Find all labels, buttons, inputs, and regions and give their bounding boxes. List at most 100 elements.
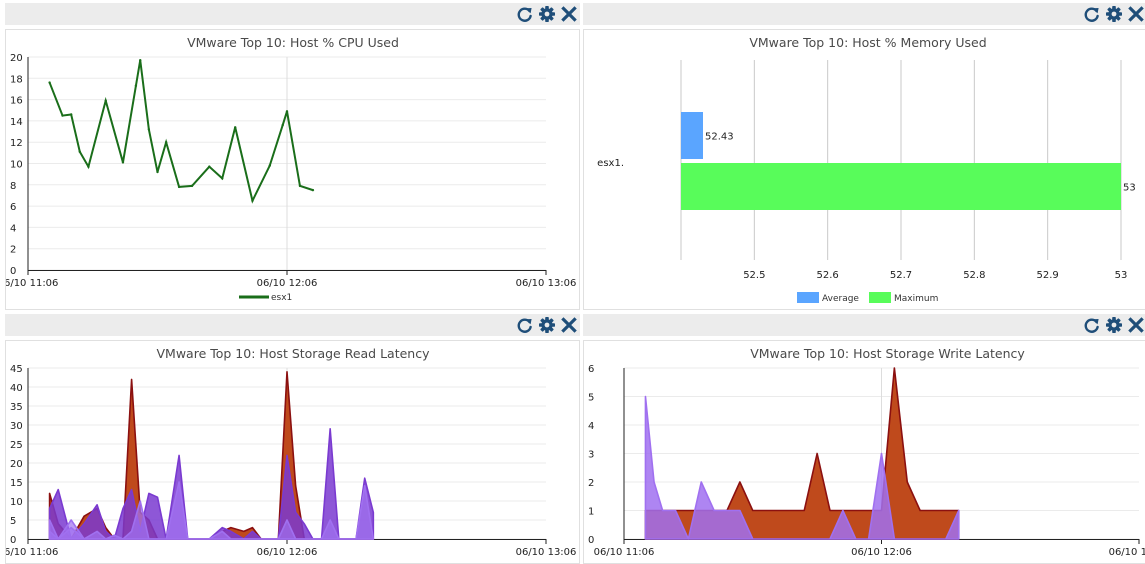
read-latency-panel: VMware Top 10: Host Storage Read Latency… xyxy=(5,314,580,564)
refresh-icon[interactable] xyxy=(516,5,534,23)
x-tick-label: 52.5 xyxy=(743,270,765,281)
y-tick-label: 6 xyxy=(588,364,594,375)
y-tick-label: 3 xyxy=(588,450,594,461)
x-tick-label: 06/10 12:06 xyxy=(257,278,318,289)
data-point xyxy=(190,184,194,188)
memory-panel-tools xyxy=(1083,5,1145,23)
chart-title: VMware Top 10: Host % CPU Used xyxy=(187,35,399,50)
x-tick-label: 06/10 11:06 xyxy=(6,547,58,558)
data-point xyxy=(104,99,107,102)
series-area-2 xyxy=(48,428,375,540)
legend-label: esx1 xyxy=(271,293,292,303)
y-tick-label: 2 xyxy=(10,245,16,256)
y-tick-label: 18 xyxy=(10,74,23,85)
bar-maximum xyxy=(681,163,1121,210)
series-area-4 xyxy=(48,485,375,540)
y-tick-label: 15 xyxy=(10,478,23,489)
data-point xyxy=(234,126,237,129)
write-latency-panel-toolbar xyxy=(583,314,1145,336)
y-tick-label: 35 xyxy=(10,402,23,413)
data-point xyxy=(69,113,73,116)
data-point xyxy=(281,123,284,127)
x-tick-label: 52.9 xyxy=(1037,270,1059,281)
read-latency-chart-box: VMware Top 10: Host Storage Read Latency… xyxy=(5,340,580,564)
close-icon[interactable] xyxy=(560,5,578,23)
close-icon[interactable] xyxy=(1127,316,1145,334)
refresh-icon[interactable] xyxy=(1083,5,1101,23)
y-tick-label: 10 xyxy=(10,160,23,171)
y-tick-label: 25 xyxy=(10,440,23,451)
y-tick-label: 5 xyxy=(588,393,594,404)
data-point xyxy=(121,161,125,164)
close-icon[interactable] xyxy=(1127,5,1145,23)
write-latency-panel: VMware Top 10: Host Storage Write Latenc… xyxy=(583,314,1145,564)
cpu-panel: VMware Top 10: Host % CPU Used 0 2 4 6 8 10 12 1… xyxy=(5,3,580,310)
write-latency-panel-tools xyxy=(1083,316,1145,334)
x-tick-label: 52.6 xyxy=(817,270,839,281)
data-point xyxy=(164,141,168,144)
gear-icon[interactable] xyxy=(538,316,556,334)
memory-chart: VMware Top 10: Host % Memory Used 52.5 52.… xyxy=(597,35,1136,304)
memory-chart-box: VMware Top 10: Host % Memory Used 52.5 52.… xyxy=(583,29,1145,310)
data-point xyxy=(208,165,211,168)
y-tick-label: 8 xyxy=(10,181,16,192)
legend-swatch-average xyxy=(797,292,819,303)
cpu-panel-toolbar xyxy=(5,3,580,25)
y-tick-label: 4 xyxy=(588,421,594,432)
gear-icon[interactable] xyxy=(1105,5,1123,23)
category-label: esx1. xyxy=(597,158,624,169)
refresh-icon[interactable] xyxy=(1083,316,1101,334)
read-latency-panel-tools xyxy=(516,316,578,334)
y-tick-label: 45 xyxy=(10,364,23,375)
y-tick-label: 4 xyxy=(10,223,16,234)
y-tick-label: 16 xyxy=(10,96,23,107)
cpu-chart: VMware Top 10: Host % CPU Used 0 2 4 6 8 10 12 1… xyxy=(6,35,577,303)
memory-panel: VMware Top 10: Host % Memory Used 52.5 52.… xyxy=(583,3,1145,310)
x-tick-label: 06/10 11:06 xyxy=(6,278,58,289)
data-point xyxy=(285,110,289,113)
y-tick-label: 0 xyxy=(10,266,16,277)
x-tick-label: 06/10 12:06 xyxy=(851,547,912,558)
x-tick-label: 06/10 13:06 xyxy=(516,278,577,289)
y-tick-label: 0 xyxy=(10,535,16,546)
data-point xyxy=(156,170,159,174)
close-icon[interactable] xyxy=(560,316,578,334)
y-tick-label: 0 xyxy=(588,535,594,546)
x-tick-label: 06/10 11:06 xyxy=(594,547,655,558)
read-latency-panel-toolbar xyxy=(5,314,580,336)
refresh-icon[interactable] xyxy=(516,316,534,334)
data-point xyxy=(298,184,302,188)
series-area-2 xyxy=(644,395,960,540)
y-tick-label: 10 xyxy=(10,497,23,508)
legend-label-maximum: Maximum xyxy=(894,294,938,304)
data-point xyxy=(87,165,90,168)
cpu-panel-tools xyxy=(516,5,578,23)
gear-icon[interactable] xyxy=(538,5,556,23)
data-point xyxy=(61,114,64,117)
data-point xyxy=(177,185,181,189)
data-point xyxy=(147,128,151,131)
data-point xyxy=(311,188,315,192)
y-tick-label: 6 xyxy=(10,202,16,213)
x-tick-label: 53 xyxy=(1115,270,1128,281)
data-point xyxy=(139,58,142,62)
data-point xyxy=(251,199,254,202)
y-tick-label: 1 xyxy=(588,507,594,518)
x-tick-label: 06/10 12:06 xyxy=(257,547,318,558)
read-latency-chart: VMware Top 10: Host Storage Read Latency… xyxy=(6,346,577,558)
chart-title: VMware Top 10: Host Storage Read Latency xyxy=(156,346,430,361)
x-tick-label: 52.8 xyxy=(963,270,985,281)
y-tick-label: 40 xyxy=(10,383,23,394)
memory-panel-toolbar xyxy=(583,3,1145,25)
data-point xyxy=(78,150,82,153)
data-point xyxy=(48,81,51,84)
gear-icon[interactable] xyxy=(1105,316,1123,334)
y-tick-label: 30 xyxy=(10,421,23,432)
x-tick-label: 06/10 13:06 xyxy=(516,547,577,558)
legend-swatch-maximum xyxy=(869,292,891,303)
y-tick-label: 20 xyxy=(10,53,23,64)
bar-value-label: 52.43 xyxy=(705,132,734,143)
data-point xyxy=(268,164,271,167)
chart-title: VMware Top 10: Host Storage Write Latenc… xyxy=(750,346,1025,361)
cpu-chart-box: VMware Top 10: Host % CPU Used 0 2 4 6 8 10 12 1… xyxy=(5,29,580,310)
